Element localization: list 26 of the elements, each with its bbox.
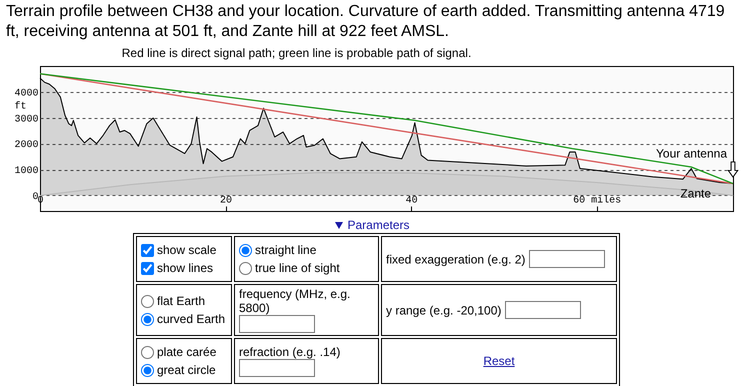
x-tick-label: 40 (406, 196, 418, 206)
text: flat Earth (157, 294, 206, 308)
y-tick-label: 1000 (14, 166, 38, 178)
annotation: Zante (680, 186, 712, 201)
text: show scale (157, 243, 216, 257)
chart-subtitle: Red line is direct signal path; green line is probable path of signal. (122, 46, 472, 60)
text: fixed exaggeration (e.g. 2) (386, 252, 526, 266)
text: Parameters (347, 218, 410, 232)
text: true line of sight (255, 261, 340, 275)
x-tick-label: 60 miles (573, 194, 622, 206)
chart-title: Terrain profile between CH38 and your location. Curvature of earth added. Transmitting antenna 4719 ft, receiving antenna at 501 ft, and Zante hill at 922 feet AMSL. (6, 2, 726, 42)
text: straight line (255, 243, 316, 257)
annotation: Your antenna (656, 146, 728, 161)
y-tick-label: 2000 (14, 140, 38, 152)
text: show lines (157, 261, 214, 275)
text: frequency (MHz, e.g. 5800) (239, 287, 350, 315)
text: plate carée (157, 345, 216, 359)
text: great circle (157, 363, 216, 377)
text: refraction (e.g. .14) (239, 345, 340, 359)
text: y range (e.g. -20,100) (386, 304, 502, 318)
y-axis-title: ft (14, 100, 27, 112)
text: Reset (483, 354, 515, 368)
x-tick-label: 20 (220, 196, 232, 206)
y-tick-label: 3000 (14, 114, 38, 126)
text: curved Earth (157, 312, 226, 326)
y-tick-label: 4000 (14, 88, 38, 100)
